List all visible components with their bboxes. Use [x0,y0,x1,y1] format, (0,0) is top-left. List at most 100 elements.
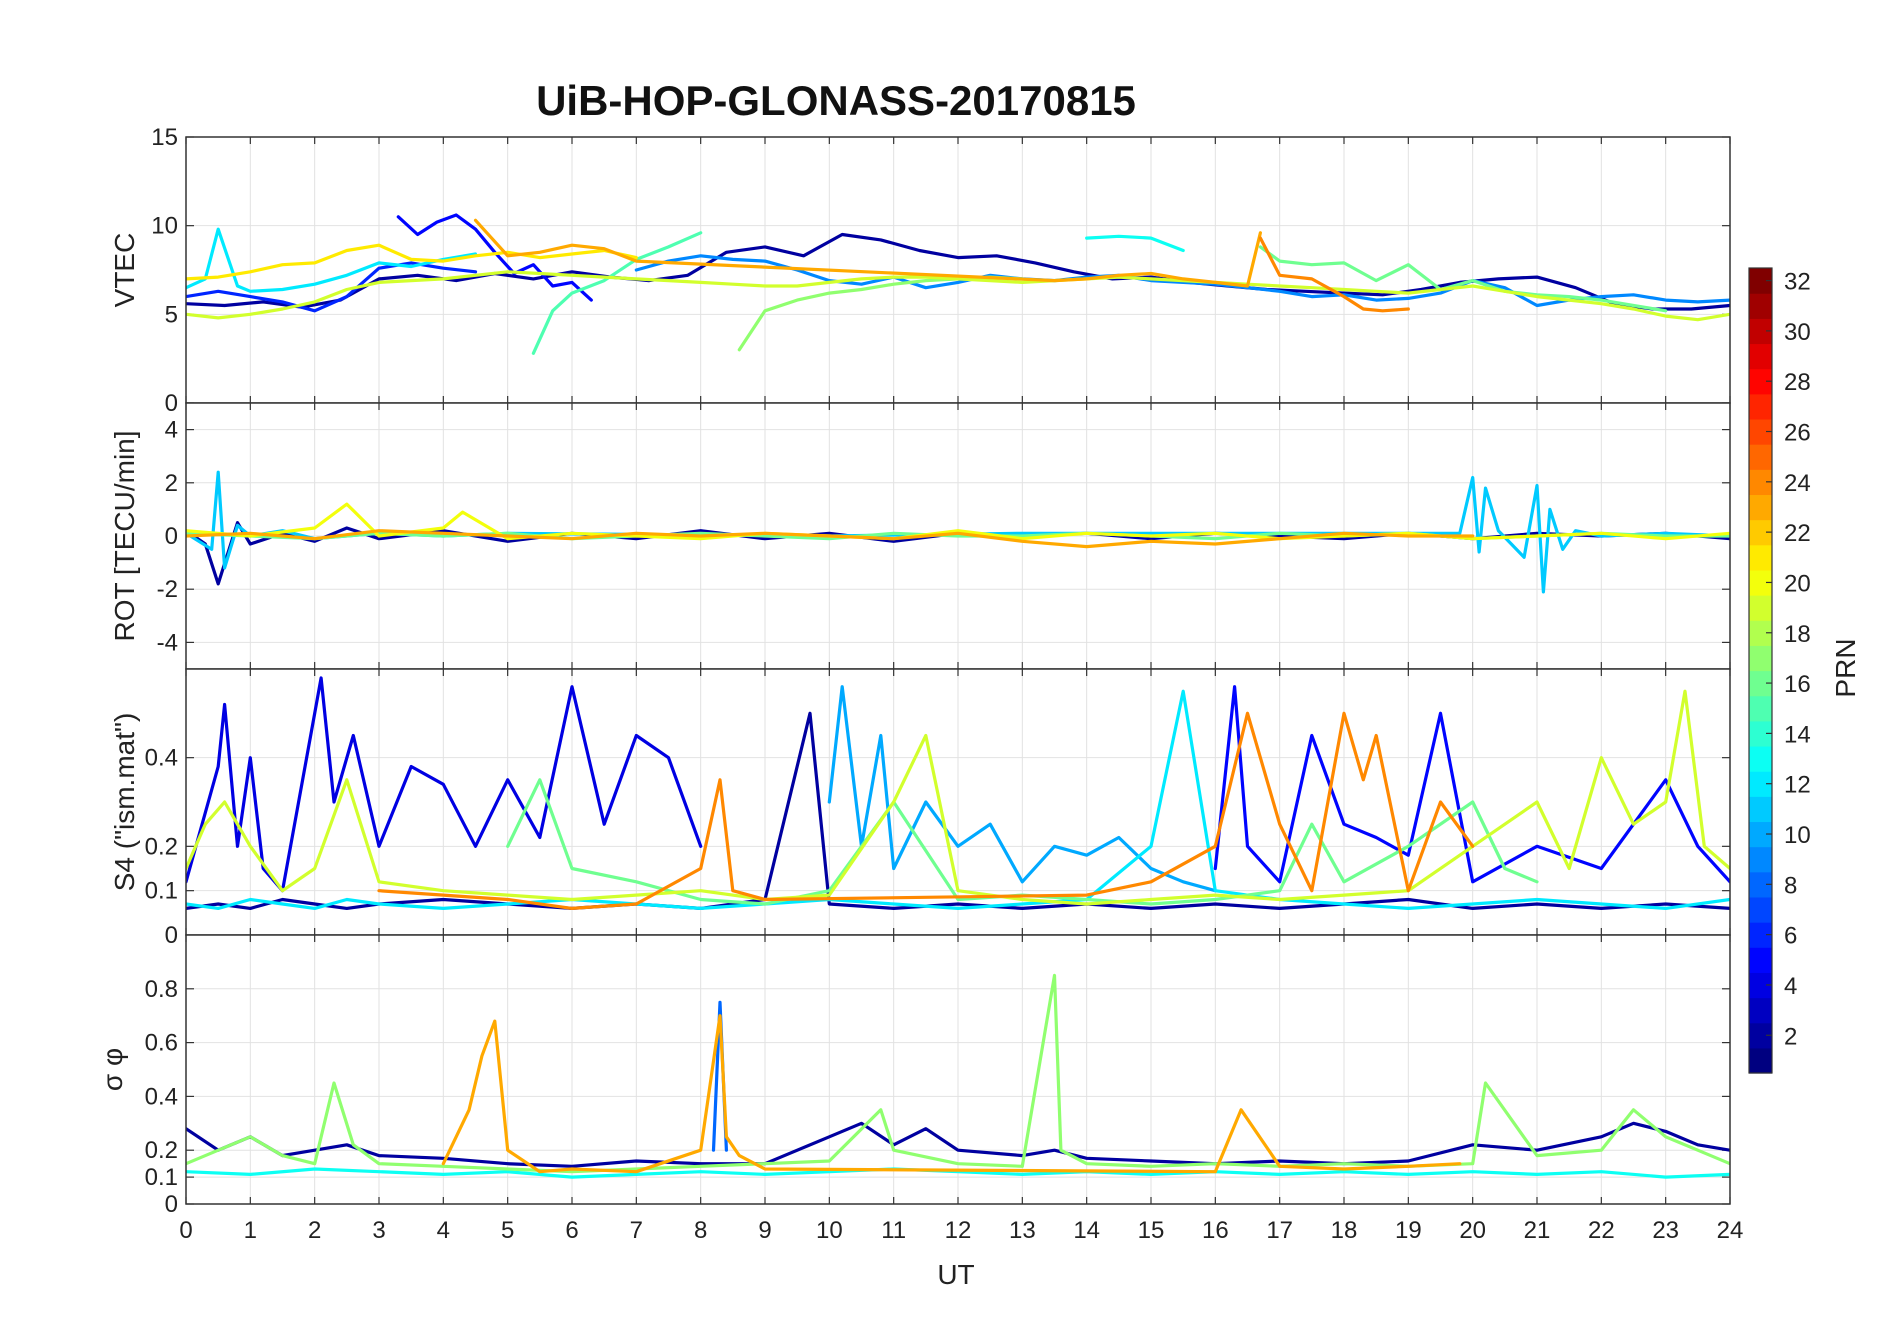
y-axis-label: VTEC [109,233,140,308]
series-line-prn-15 [531,231,703,355]
y-tick-label: 5 [165,301,178,328]
series-group [186,470,1730,594]
series-line-prn-19 [186,689,1730,906]
panel-sigphi: 00.10.20.40.60.8σ φ0 1 2 3 4 5 6 7 8 9 10 11 12 13 14 1… [97,934,1744,1244]
series-line-prn-16 [506,778,1539,906]
colorbar-swatch [1749,922,1772,948]
colorbar-swatch [1749,318,1772,345]
y-tick-label: 0 [165,1191,178,1218]
colorbar-swatch [1749,1022,1772,1049]
y-tick-label: 0.1 [145,878,178,905]
colorbar-swatch [1749,720,1772,747]
series-line-prn-13 [1085,234,1185,253]
colorbar-swatch [1749,544,1772,571]
series-line-prn-6 [186,261,478,313]
x-tick-label: 14 [1073,1217,1100,1244]
colorbar-swatch [1749,1047,1772,1074]
panel-s4: 0.1 0.2 0.4 0 S4 ("ism.mat") [109,668,1731,949]
y-tick-label: 15 [151,124,178,151]
series-group [186,973,1730,1179]
colorbar-tick-label: 4 [1784,973,1797,1000]
x-tick-label: 12 [945,1217,972,1244]
colorbar-swatch [1749,569,1772,596]
chart-title: UiB-HOP-GLONASS-20170815 [536,77,1136,124]
y-tick-label: 2 [165,470,178,497]
x-tick-label: 11 [881,1217,906,1244]
colorbar-swatch [1749,796,1772,823]
colorbar-swatch [1749,268,1772,294]
colorbar-tick-label: 30 [1784,319,1811,346]
y-tick-label: 0.4 [145,745,178,772]
series-line-prn-23 [441,1014,1462,1174]
series-line-prn-16 [1258,245,1668,313]
colorbar-tick-label: 20 [1784,570,1811,597]
x-tick-label: 20 [1459,1217,1486,1244]
x-tick-label: 4 [437,1217,450,1244]
colorbar-swatch [1749,393,1772,420]
series-line-prn-21 [186,243,638,281]
colorbar-tick-label: 6 [1784,923,1797,950]
x-tick-label: 18 [1331,1217,1358,1244]
x-tick-label: 19 [1395,1217,1422,1244]
colorbar-tick-label: 8 [1784,872,1797,899]
y-axis-label: S4 ("ism.mat") [109,713,140,892]
series-group [186,676,1730,911]
colorbar-swatch [1749,846,1772,873]
series-line-prn-12 [186,689,1730,911]
colorbar-tick-label: 16 [1784,671,1811,698]
panel-rot: -4 -2 0 2 4 ROT [TECU/min] [109,402,1731,670]
colorbar-swatch [1749,595,1772,621]
colorbar-label: PRN [1830,638,1861,697]
series-group [186,213,1730,355]
colorbar-swatch [1749,745,1772,772]
series-line-prn-23 [473,218,1263,288]
colorbar-swatch [1749,695,1772,722]
colorbar-swatch [1749,896,1772,923]
colorbar-tick-label: 28 [1784,369,1811,396]
colorbar-swatch [1749,368,1772,395]
panel-vtec: 0 5 10 15 VTEC [109,124,1731,417]
y-tick-label: -4 [157,629,178,656]
series-line-prn-17 [186,973,1730,1174]
colorbar-swatch [1749,418,1772,445]
x-tick-label: 6 [565,1217,578,1244]
series-line-prn-24 [1258,236,1410,313]
panel-frame [185,934,1731,1205]
x-tick-label: 3 [372,1217,385,1244]
x-tick-label: 17 [1266,1217,1293,1244]
x-tick-label: 9 [758,1217,771,1244]
y-tick-label: 0.4 [145,1083,178,1110]
x-tick-label: 16 [1202,1217,1229,1244]
x-axis-label: UT [937,1259,974,1290]
x-tick-label: 15 [1138,1217,1165,1244]
colorbar-swatch [1749,771,1772,797]
colorbar-swatch [1749,444,1772,470]
colorbar-swatch [1749,871,1772,898]
x-tick-label: 24 [1717,1217,1744,1244]
series-line-prn-10 [827,685,1217,893]
colorbar-tick-label: 14 [1784,721,1811,748]
x-tick-label: 7 [630,1217,643,1244]
colorbar-tick-label: 12 [1784,772,1811,799]
y-tick-label: -2 [157,576,178,603]
colorbar-swatch [1749,343,1772,370]
colorbar-swatch [1749,620,1772,646]
x-tick-label: 21 [1524,1217,1551,1244]
colorbar-tick-label: 10 [1784,822,1811,849]
x-tick-label: 0 [179,1217,192,1244]
series-line-prn-23 [186,529,1475,549]
y-tick-label: 0.2 [145,1137,178,1164]
x-tick-label: 13 [1009,1217,1036,1244]
colorbar-tick-label: 2 [1784,1023,1797,1050]
series-line-prn-9 [634,254,1730,308]
colorbar-swatch [1749,519,1772,546]
y-tick-label: 10 [151,213,178,240]
y-tick-label: 0 [165,390,178,417]
x-tick-label: 10 [816,1217,843,1244]
x-tick-label: 5 [501,1217,514,1244]
x-tick-label: 22 [1588,1217,1615,1244]
y-axis-label: σ φ [97,1048,128,1091]
colorbar-swatch [1749,293,1772,319]
